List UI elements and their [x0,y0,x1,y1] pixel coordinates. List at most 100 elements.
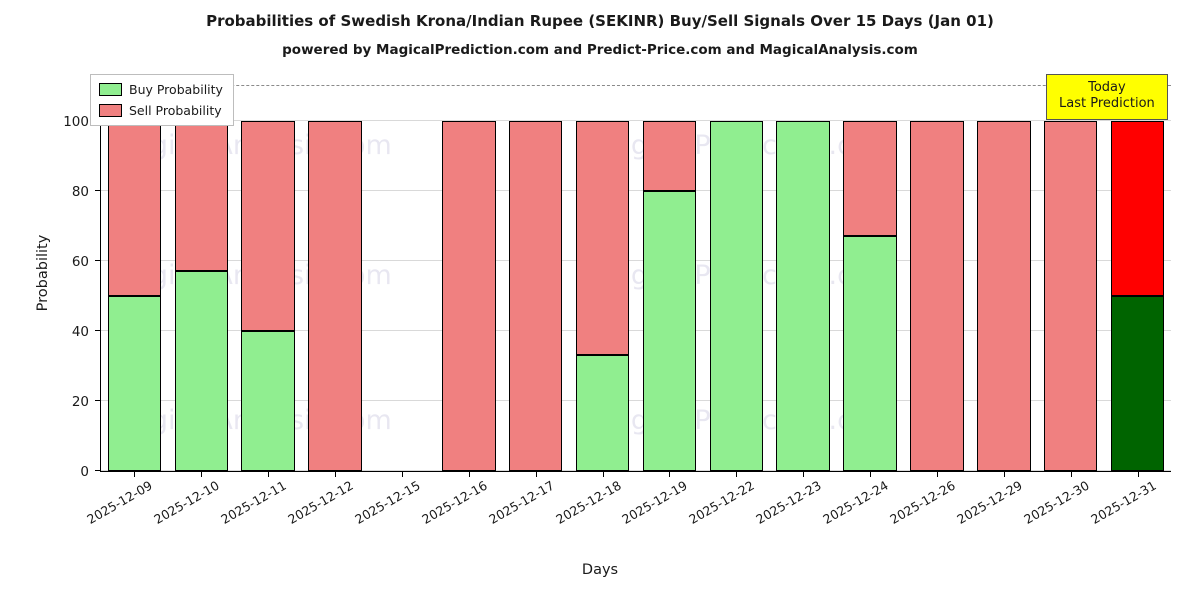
x-tick-mark [401,471,403,477]
bar-segment-buy [1110,295,1165,471]
x-tick-label: 2025-12-16 [419,477,490,527]
x-tick-mark [335,471,337,477]
x-tick-mark [268,471,270,477]
bar-segment-sell [174,120,229,272]
bar-segment-buy [174,271,229,471]
bar-segment-buy [843,236,897,471]
x-tick-mark [201,471,203,477]
x-tick-mark [468,471,470,477]
x-tick-mark [535,471,537,477]
legend: Buy Probability Sell Probability [90,74,234,126]
bar-group [174,120,229,471]
bar-group [1043,120,1098,471]
y-tick-mark [95,189,101,191]
bar-segment-sell [508,120,563,471]
x-tick-mark [870,471,872,477]
gridline [101,329,1171,331]
x-tick-label: 2025-12-11 [218,477,289,527]
legend-label-sell: Sell Probability [129,103,222,118]
x-tick-label: 2025-12-30 [1020,477,1092,527]
gridline [101,259,1171,261]
bar-group [642,120,697,471]
legend-swatch-buy [99,83,122,96]
y-tick-label: 100 [63,113,89,130]
x-tick-label: 2025-12-26 [887,477,958,527]
x-tick-label: 2025-12-19 [619,477,691,527]
bar-segment-sell [642,120,697,191]
x-tick-label: 2025-12-10 [151,477,223,527]
y-tick-mark [95,259,101,261]
legend-swatch-sell [99,104,122,117]
x-tick-mark [803,471,805,477]
bar-segment-sell [910,120,964,471]
bar-segment-sell [107,120,162,296]
y-tick-label: 40 [71,323,89,340]
bar-group [575,120,630,471]
bar-segment-sell [1043,120,1098,471]
bar-segment-sell [843,120,897,237]
bar-segment-buy [575,355,630,471]
x-axis-label: Days [581,562,619,578]
bar-segment-sell [575,120,630,356]
bar-group [709,120,764,471]
y-tick-mark [95,329,101,331]
plot-area: Probability MagicalAnalysis.comMagicalPr… [35,75,1171,527]
bar-group [241,120,295,471]
bar-segment-sell [977,120,1031,471]
x-tick-mark [134,471,136,477]
bar-segment-sell [442,120,496,471]
legend-label-buy: Buy Probability [129,82,223,97]
bar-segment-buy [776,120,830,471]
bar-group [977,120,1031,471]
y-tick-label: 80 [71,183,89,200]
bar-group [308,120,362,471]
bar-segment-sell [241,120,295,331]
x-tick-label: 2025-12-15 [352,477,423,527]
bar-segment-buy [241,330,295,471]
gridline [101,119,1171,121]
y-axis-label: Probability [35,234,51,312]
bar-group [508,120,563,471]
y-tick-label: 0 [80,464,89,480]
gridline [101,470,1171,471]
x-tick-mark [602,471,604,477]
x-tick-label: 2025-12-24 [820,477,891,527]
bar-segment-buy [107,295,162,471]
y-tick-mark [95,399,101,401]
x-tick-mark [736,471,738,477]
x-tick-label: 2025-12-31 [1087,477,1159,527]
y-tick-label: 20 [71,393,89,410]
bar-group [442,120,496,471]
x-tick-label: 2025-12-22 [686,477,758,527]
x-tick-label: 2025-12-23 [753,477,824,527]
x-tick-label: 2025-12-17 [485,477,557,527]
x-tick-mark [1003,471,1005,477]
bar-segment-sell [308,120,362,471]
x-tick-label: 2025-12-18 [552,477,624,527]
bar-group [910,120,964,471]
x-tick-label: 2025-12-12 [285,477,356,527]
x-tick-mark [669,471,671,477]
bar-group [107,120,162,471]
x-tick-mark [1070,471,1072,477]
y-tick-mark [95,470,101,471]
bar-segment-sell [1110,120,1165,296]
bar-group [1110,120,1165,471]
y-tick-label: 60 [71,253,89,270]
today-label-line2: Last Prediction [1059,96,1155,112]
x-tick-label: 2025-12-09 [84,477,156,527]
x-tick-label: 2025-12-29 [954,477,1025,527]
x-tick-mark [936,471,938,477]
bar-group [776,120,830,471]
bar-segment-buy [642,190,697,471]
bar-group [843,120,897,471]
chart-subtitle: powered by MagicalPrediction.com and Pre… [282,42,918,58]
bar-segment-buy [709,120,764,471]
today-annotation: Today Last Prediction [1046,74,1168,120]
x-tick-mark [1137,471,1139,477]
today-label-line1: Today [1088,80,1126,95]
threshold-line [101,84,1171,86]
legend-item-sell: Sell Probability [99,103,223,118]
gridline [101,399,1171,401]
